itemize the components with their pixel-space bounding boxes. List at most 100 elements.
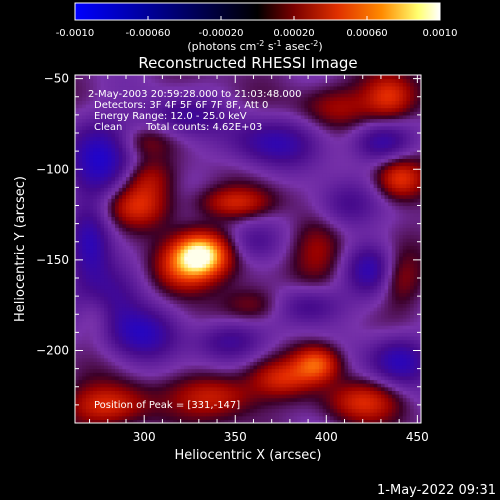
heatmap-cell [260, 263, 265, 268]
heatmap-cell [133, 332, 138, 337]
heatmap-cell [209, 133, 214, 138]
heatmap-cell [140, 328, 145, 333]
heatmap-cell [231, 93, 236, 98]
heatmap-cell [100, 256, 105, 261]
heatmap-cell [162, 412, 167, 417]
heatmap-cell [231, 357, 236, 362]
heatmap-cell [169, 158, 174, 163]
heatmap-cell [151, 143, 156, 149]
heatmap-cell [136, 299, 142, 304]
heatmap-cell [235, 241, 240, 246]
heatmap-cell [78, 223, 83, 228]
heatmap-cell [155, 314, 160, 319]
heatmap-cell [85, 412, 91, 417]
heatmap-cell [75, 379, 80, 384]
heatmap-cell [104, 183, 109, 188]
heatmap-cell [169, 118, 174, 123]
heatmap-cell [78, 365, 83, 370]
heatmap-cell [235, 162, 240, 167]
heatmap-cell [173, 281, 178, 286]
heatmap-cell [224, 82, 229, 87]
heatmap-cell [217, 147, 222, 152]
heatmap-cell [217, 408, 222, 413]
heatmap-cell [162, 136, 167, 141]
heatmap-cell [136, 104, 142, 109]
heatmap-cell [158, 234, 164, 239]
heatmap-cell [166, 154, 171, 159]
heatmap-cell [242, 383, 247, 388]
heatmap-cell [118, 412, 123, 417]
heatmap-cell [162, 104, 167, 109]
heatmap-cell [136, 223, 142, 228]
heatmap-cell [75, 368, 80, 373]
heatmap-cell [253, 365, 258, 370]
heatmap-cell [100, 227, 105, 232]
heatmap-cell [209, 191, 214, 196]
heatmap-cell [257, 151, 262, 156]
heatmap-cell [187, 169, 193, 174]
heatmap-cell [169, 292, 174, 297]
heatmap-cell [238, 346, 244, 352]
heatmap-cell [162, 230, 167, 236]
heatmap-cell [151, 386, 156, 391]
heatmap-cell [180, 274, 185, 279]
heatmap-cell [93, 307, 98, 312]
heatmap-cell [198, 339, 204, 344]
heatmap-cell [176, 162, 182, 167]
heatmap-cell [118, 372, 123, 377]
heatmap-cell [176, 321, 182, 326]
heatmap-cell [96, 129, 102, 134]
heatmap-cell [144, 314, 149, 319]
heatmap-cell [129, 245, 134, 250]
heatmap-cell [100, 375, 105, 381]
heatmap-cell [104, 296, 109, 301]
heatmap-cell [238, 129, 244, 134]
heatmap-cell [115, 249, 120, 254]
heatmap-cell [93, 82, 98, 87]
heatmap-cell [129, 310, 134, 315]
heatmap-cell [206, 394, 211, 399]
heatmap-cell [209, 303, 214, 308]
heatmap-cell [144, 122, 149, 127]
heatmap-cell [235, 230, 240, 236]
heatmap-cell [176, 201, 182, 207]
heatmap-cell [96, 267, 102, 272]
heatmap-cell [78, 151, 83, 156]
heatmap-cell [253, 147, 258, 152]
heatmap-cell [213, 201, 218, 207]
heatmap-cell [227, 303, 233, 308]
heatmap-cell [257, 332, 262, 337]
heatmap-cell [118, 85, 123, 91]
heatmap-cell [187, 147, 193, 152]
heatmap-cell [118, 118, 123, 123]
heatmap-cell [93, 281, 98, 286]
heatmap-cell [209, 136, 214, 141]
heatmap-cell [209, 140, 214, 145]
heatmap-cell [111, 107, 116, 112]
heatmap-cell [231, 252, 236, 257]
heatmap-cell [96, 136, 102, 141]
heatmap-cell [202, 129, 207, 134]
heatmap-cell [162, 263, 167, 268]
heatmap-cell [75, 372, 80, 377]
heatmap-cell [246, 122, 251, 127]
heatmap-cell [195, 238, 200, 243]
heatmap-cell [162, 303, 167, 308]
heatmap-cell [129, 288, 134, 294]
heatmap-cell [140, 104, 145, 109]
heatmap-cell [122, 104, 127, 109]
heatmap-cell [125, 191, 131, 196]
heatmap-cell [220, 259, 225, 265]
heatmap-cell [85, 118, 91, 123]
heatmap-cell [75, 216, 80, 221]
heatmap-cell [144, 263, 149, 268]
heatmap-cell [100, 263, 105, 268]
heatmap-cell [89, 209, 94, 214]
heatmap-cell [75, 404, 80, 410]
heatmap-cell [133, 314, 138, 319]
heatmap-cell [151, 93, 156, 98]
heatmap-cell [213, 288, 218, 294]
heatmap-cell [217, 165, 222, 170]
heatmap-cell [231, 154, 236, 159]
heatmap-cell [260, 299, 265, 304]
